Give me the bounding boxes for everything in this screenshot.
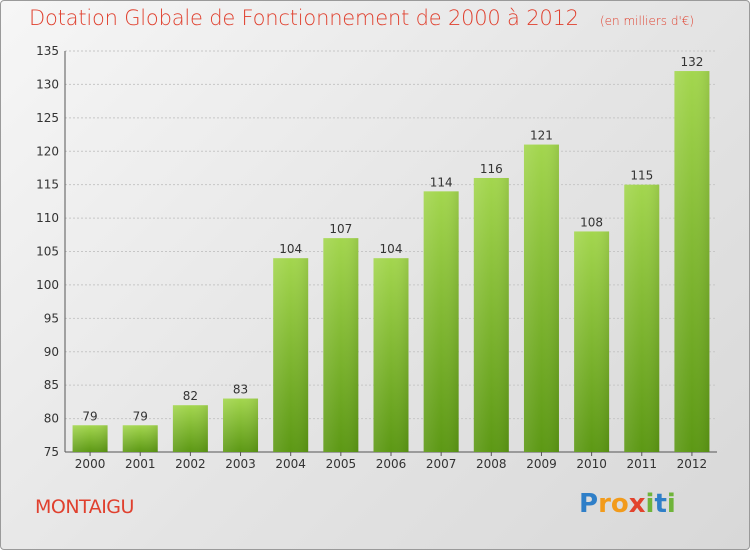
data-label: 104 (279, 242, 302, 256)
y-tick-label: 125 (36, 111, 59, 125)
data-label: 121 (530, 129, 553, 143)
data-label: 108 (580, 215, 603, 229)
x-tick-label: 2005 (326, 457, 357, 471)
y-tick-label: 95 (44, 311, 59, 325)
proxiti-logo: Proxiti (579, 489, 676, 519)
x-tick-label: 2007 (426, 457, 457, 471)
x-tick-label: 2008 (476, 457, 507, 471)
commune-name: MONTAIGU (35, 496, 134, 518)
bar-layer (72, 71, 710, 453)
bar-shade (373, 258, 409, 452)
bar-shade (624, 184, 660, 452)
x-tick-label: 2004 (275, 457, 306, 471)
x-tick-label: 2006 (376, 457, 407, 471)
y-tick-label: 110 (36, 211, 59, 225)
data-label: 83 (233, 383, 248, 397)
x-tick-label: 2009 (526, 457, 557, 471)
y-tick-label: 100 (36, 278, 59, 292)
data-label: 79 (133, 409, 148, 423)
title-text: Dotation Globale de Fonctionnement de 20… (29, 6, 579, 30)
y-tick-label: 135 (36, 44, 59, 58)
data-label: 114 (430, 175, 453, 189)
x-tick-label: 2010 (576, 457, 607, 471)
y-tick-label: 115 (36, 178, 59, 192)
data-label: 82 (183, 389, 198, 403)
x-tick-label: 2000 (75, 457, 106, 471)
x-tick-label: 2003 (225, 457, 256, 471)
chart-title: Dotation Globale de Fonctionnement de 20… (29, 6, 694, 30)
y-tick-label: 80 (44, 412, 59, 426)
y-tick-label: 120 (36, 144, 59, 158)
bar-shade (323, 238, 359, 452)
data-label: 107 (329, 222, 352, 236)
y-tick-label: 90 (44, 345, 59, 359)
x-tick-label: 2002 (175, 457, 206, 471)
x-tick-label: 2001 (125, 457, 156, 471)
bar-shade (523, 144, 559, 453)
data-label: 79 (82, 409, 97, 423)
x-tick-label: 2012 (677, 457, 708, 471)
data-label: 104 (380, 242, 403, 256)
bar-shade (423, 191, 459, 452)
x-tick-label: 2011 (626, 457, 657, 471)
axis-layer: 75 80 85 90 95 100 105 110 115 120 125 130 135 2000 20… (36, 44, 717, 471)
unit-note: (en milliers d'€) (599, 14, 695, 28)
bar-shade (223, 398, 259, 452)
data-label: 132 (680, 55, 703, 69)
y-tick-label: 75 (44, 445, 59, 459)
data-label: 116 (480, 162, 503, 176)
data-label: 115 (630, 169, 653, 183)
bar-shade (574, 231, 610, 452)
bar-shade (172, 405, 208, 452)
bar-shade (122, 425, 158, 452)
y-tick-label: 85 (44, 378, 59, 392)
bar-shade (72, 425, 108, 452)
y-tick-label: 130 (36, 77, 59, 91)
y-tick-label: 105 (36, 245, 59, 259)
bar-shade (674, 71, 710, 453)
bar-shade (273, 258, 309, 452)
bar-shade (473, 177, 509, 452)
label-layer: 79 79 82 83 104 107 104 114 116 121 108 115 132 (82, 55, 703, 423)
